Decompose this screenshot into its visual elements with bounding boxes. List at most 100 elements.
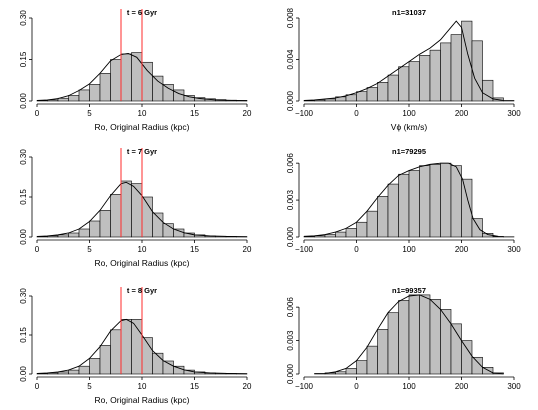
histogram-bar	[398, 66, 410, 102]
chart-title: t = 8 Gyr	[127, 286, 157, 295]
histogram-bar	[408, 294, 420, 375]
histogram-bar	[429, 164, 441, 238]
histogram-bar	[324, 234, 336, 238]
histogram-bar	[152, 75, 164, 102]
histogram-bar	[440, 309, 452, 375]
histogram-bar	[429, 49, 441, 102]
histogram-bar	[57, 234, 69, 238]
histogram-bar	[57, 97, 69, 102]
histogram-bar	[419, 294, 431, 375]
histogram-bar	[110, 59, 122, 102]
histogram-bar	[345, 228, 357, 238]
histogram-bar	[482, 367, 494, 375]
histogram-bar	[314, 373, 326, 375]
y-tick-label: 0.00	[19, 366, 28, 382]
x-tick-label: 5	[87, 245, 92, 254]
x-axis-label: Ro, Original Radius (kpc)	[95, 258, 190, 268]
histogram-bar	[461, 340, 473, 375]
x-tick-label: 20	[243, 382, 252, 391]
histogram-bar	[173, 228, 185, 238]
histogram-bar	[471, 218, 483, 238]
density-curve	[303, 162, 499, 237]
density-curve	[303, 20, 504, 101]
x-tick-label: 0	[354, 245, 359, 254]
chart-panel-6: −100 0 100 200 300 0.000 0.003 0.006 n1=99357	[286, 286, 521, 391]
x-tick-label: −100	[295, 382, 314, 391]
histogram-bar	[398, 173, 410, 238]
histogram-bar	[335, 231, 347, 238]
x-tick-label: −100	[295, 109, 314, 118]
histogram-bar	[120, 180, 132, 238]
x-axis-label: Ro, Original Radius (kpc)	[95, 395, 190, 405]
chart-title: t = 7 Gyr	[127, 147, 157, 156]
histogram-bar	[366, 345, 378, 375]
histogram-bar	[356, 360, 368, 375]
histogram-bar	[398, 300, 410, 375]
x-tick-label: 15	[190, 245, 199, 254]
y-tick-label: 0.15	[19, 327, 28, 343]
y-tick-label: 0.15	[19, 189, 28, 205]
y-tick-label: 0.000	[286, 363, 295, 384]
histogram-bar	[78, 365, 90, 375]
x-axis-label: Ro, Original Radius (kpc)	[95, 122, 190, 132]
histogram-bar	[345, 368, 357, 375]
histogram-bar	[450, 34, 462, 102]
histogram-bar	[68, 232, 80, 238]
y-tick-label: 0.008	[286, 7, 295, 28]
histogram-bar	[408, 170, 420, 238]
histogram-bar	[68, 369, 80, 375]
histogram-bar	[419, 55, 431, 102]
histogram-bar	[356, 221, 368, 238]
x-tick-label: 5	[87, 382, 92, 391]
x-tick-label: 10	[138, 382, 147, 391]
chart-title: n1=31037	[392, 8, 426, 17]
x-tick-label: 10	[138, 245, 147, 254]
chart-panel-3: 0 5 10 15 20 0.00 0.15 0.30 t = 7 Gyr Ro, Origina…	[19, 147, 252, 268]
x-tick-label: 5	[87, 109, 92, 118]
x-tick-label: 10	[138, 109, 147, 118]
histogram-bar	[89, 84, 101, 102]
y-tick-label: 0.15	[19, 51, 28, 67]
histogram-bar	[78, 89, 90, 102]
histogram-bar	[110, 329, 122, 375]
histogram-bar	[110, 194, 122, 238]
histogram-bar	[162, 84, 174, 102]
x-tick-label: 0	[35, 245, 40, 254]
x-tick-label: 300	[507, 245, 521, 254]
y-tick-label: 0.000	[286, 90, 295, 111]
x-tick-label: 200	[455, 109, 469, 118]
y-tick-label: 0.00	[19, 229, 28, 245]
chart-panel-5: 0 5 10 15 20 0.00 0.15 0.30 t = 8 Gyr Ro, Origina…	[19, 286, 252, 405]
x-tick-label: 20	[243, 245, 252, 254]
histogram-bar	[78, 228, 90, 238]
histogram-bar	[387, 183, 399, 238]
y-tick-label: 0.30	[19, 149, 28, 165]
histogram-bar	[356, 91, 368, 102]
x-tick-label: 100	[402, 109, 416, 118]
histogram-bar	[183, 95, 195, 102]
histogram-bar	[324, 98, 336, 102]
histogram-bar	[503, 100, 515, 102]
x-tick-label: 100	[402, 382, 416, 391]
histogram-bar	[377, 82, 389, 102]
histogram-bar	[89, 220, 101, 238]
x-tick-label: 15	[190, 109, 199, 118]
y-tick-label: 0.000	[286, 226, 295, 247]
histogram-bar	[120, 53, 132, 102]
x-tick-label: 0	[35, 109, 40, 118]
chart-title: n1=99357	[392, 286, 426, 295]
y-tick-label: 0.006	[286, 297, 295, 318]
histogram-bar	[57, 371, 69, 375]
chart-panel-1: 0 5 10 15 20 0.00 0.15 0.30 t = 6 Gyr Ro, Origina…	[19, 8, 252, 132]
histogram-bar	[120, 319, 132, 375]
histogram-bar	[387, 74, 399, 102]
density-curve	[36, 181, 248, 238]
chart-panel-2: −100 0 100 200 300 0.000 0.004 0.008 n1=31037 Vϕ …	[286, 7, 521, 132]
y-tick-label: 0.003	[286, 330, 295, 351]
histogram-bar	[450, 165, 462, 238]
chart-title: t = 6 Gyr	[127, 8, 157, 17]
histogram-bar	[152, 352, 164, 375]
histogram-bar	[366, 87, 378, 102]
chart-title: n1=79295	[392, 147, 426, 156]
